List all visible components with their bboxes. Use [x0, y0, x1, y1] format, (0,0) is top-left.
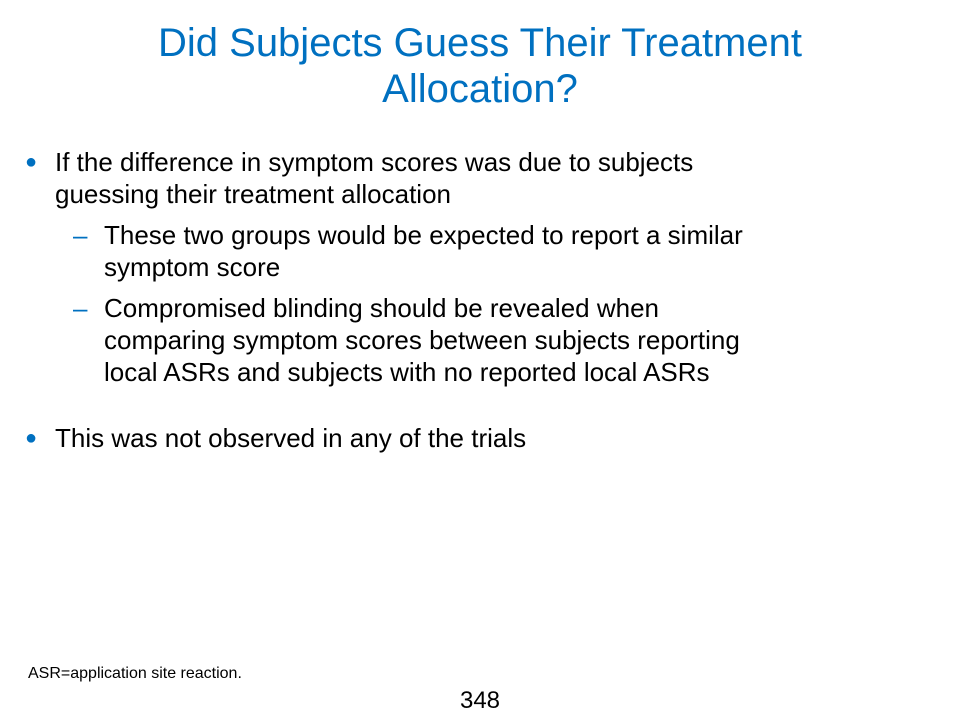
title-line: Allocation?	[382, 67, 578, 111]
footnote: ASR=application site reaction.	[28, 665, 242, 682]
sub-bullet-text-line: comparing symptom scores between subject…	[104, 325, 740, 355]
bullet-item: ● This was not observed in any of the tr…	[25, 422, 915, 454]
bullet-text-line: guessing their treatment allocation	[55, 179, 452, 209]
sub-bullet-text-line: Compromised blinding should be revealed …	[104, 293, 660, 323]
dash-icon: –	[73, 220, 88, 250]
sub-bullet-item: – Compromised blinding should be reveale…	[73, 292, 904, 388]
bullet-text-line: If the difference in symptom scores was …	[55, 147, 694, 177]
sub-bullet-text-line: local ASRs and subjects with no reported…	[104, 357, 710, 387]
slide-title: Did Subjects Guess Their Treatment Alloc…	[40, 20, 920, 112]
bullet-item: ● If the difference in symptom scores wa…	[25, 146, 915, 210]
bullet-dot-icon: ●	[25, 427, 38, 449]
bullet-text-line: This was not observed in any of the tria…	[55, 423, 527, 453]
sub-bullet-text-line: These two groups would be expected to re…	[104, 220, 743, 250]
bullet-dot-icon: ●	[25, 151, 38, 173]
sub-bullet-text-line: symptom score	[104, 252, 281, 282]
dash-icon: –	[73, 293, 88, 323]
title-line: Did Subjects Guess Their Treatment	[158, 21, 802, 65]
sub-bullet-item: – These two groups would be expected to …	[73, 219, 904, 283]
page-number: 348	[459, 687, 501, 714]
